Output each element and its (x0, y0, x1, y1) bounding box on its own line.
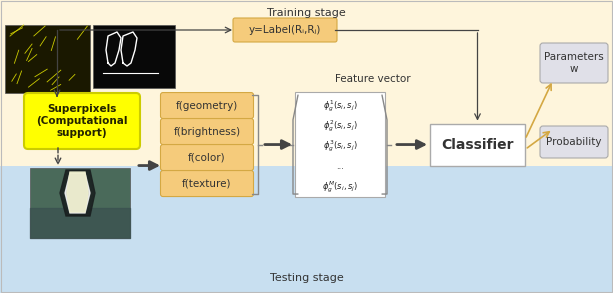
Text: y=Label(Rᵢ,Rⱼ): y=Label(Rᵢ,Rⱼ) (249, 25, 321, 35)
Text: Probability: Probability (546, 137, 602, 147)
Bar (0, 0, 613, 166)
Text: Training stage: Training stage (267, 8, 346, 18)
Text: Classifier: Classifier (441, 137, 514, 151)
Bar (430, 124, 525, 166)
Text: ...: ... (336, 162, 344, 171)
Text: $\phi^3_g(s_i, s_j)$: $\phi^3_g(s_i, s_j)$ (322, 139, 357, 154)
Text: Testing stage: Testing stage (270, 273, 343, 283)
Text: Parameters
w: Parameters w (544, 52, 604, 74)
FancyBboxPatch shape (161, 93, 254, 119)
Bar (30, 168, 130, 238)
Bar (295, 92, 385, 197)
Polygon shape (60, 170, 95, 216)
FancyBboxPatch shape (161, 119, 254, 144)
Bar (5, 25, 90, 93)
Bar (0, 166, 613, 293)
Text: f(brightness): f(brightness) (173, 127, 240, 137)
Text: $\phi^1_g(s_i, s_j)$: $\phi^1_g(s_i, s_j)$ (322, 98, 357, 114)
Polygon shape (65, 173, 90, 213)
Text: f(texture): f(texture) (182, 178, 232, 188)
Bar (93, 25, 175, 88)
Polygon shape (67, 172, 88, 212)
Text: f(color): f(color) (188, 153, 226, 163)
Text: Superpixels
(Computational
support): Superpixels (Computational support) (36, 104, 128, 138)
FancyBboxPatch shape (161, 171, 254, 197)
Text: $\phi^2_g(s_i, s_j)$: $\phi^2_g(s_i, s_j)$ (322, 119, 357, 134)
FancyBboxPatch shape (24, 93, 140, 149)
Text: f(geometry): f(geometry) (176, 100, 238, 110)
Text: $\phi^M_g(s_i, s_j)$: $\phi^M_g(s_i, s_j)$ (322, 179, 358, 195)
FancyBboxPatch shape (540, 43, 608, 83)
FancyBboxPatch shape (161, 144, 254, 171)
FancyBboxPatch shape (540, 126, 608, 158)
FancyBboxPatch shape (233, 18, 337, 42)
Text: Feature vector: Feature vector (335, 74, 411, 84)
